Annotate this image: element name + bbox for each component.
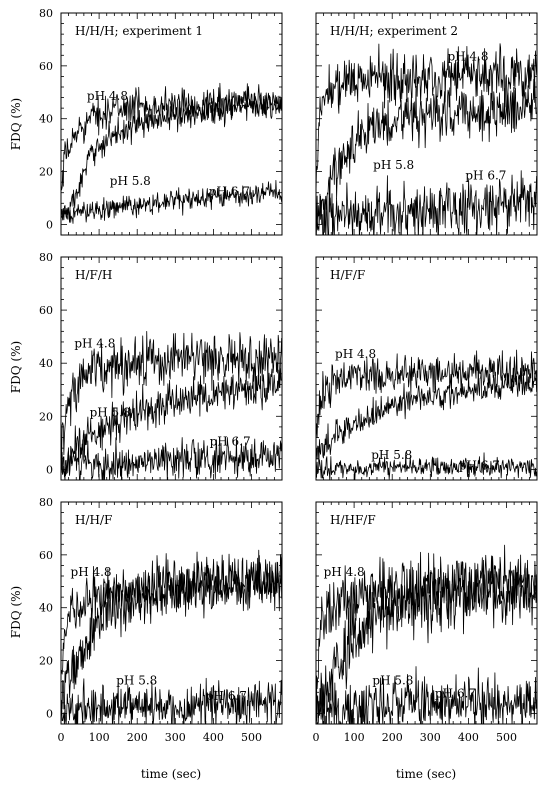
y-axis-title-row-2: FDQ (%) <box>9 341 23 393</box>
x-tick-label: 200 <box>382 731 403 744</box>
y-tick-label: 80 <box>39 7 53 20</box>
panel-3: 0 20 40 60 80 H/F/H pH 4.8 pH 5.8 pH 6.7 <box>39 251 283 481</box>
x-tick-label: 100 <box>344 731 365 744</box>
panel-title: H/HF/F <box>330 513 376 527</box>
plot-frame <box>315 12 538 236</box>
series-line-pH-5-8 <box>61 368 282 480</box>
x-tick-label: 400 <box>203 731 224 744</box>
plot-frame <box>60 256 283 481</box>
series-label: pH 4.8 <box>71 565 112 579</box>
series-line-pH-4-8 <box>316 43 537 194</box>
series-line-pH-6-7 <box>61 437 282 480</box>
panel-1: 0 20 40 60 80 H/H/H; experiment 1 pH 4.8 pH 5.8… <box>39 7 283 236</box>
series-label: pH 5.8 <box>371 448 412 462</box>
series-label: pH 4.8 <box>335 347 376 361</box>
series-line-pH-5-8 <box>316 556 537 724</box>
x-axis-title-right: time (sec) <box>396 767 456 781</box>
series-label: pH 5.8 <box>110 174 151 188</box>
series-label: pH 5.8 <box>373 158 414 172</box>
plot-frame <box>60 12 283 236</box>
x-tick-label: 400 <box>458 731 479 744</box>
plot-frame <box>315 256 538 481</box>
panel-4: H/F/F pH 4.8 pH 5.8 pH 6.7 <box>315 256 538 481</box>
y-tick-label: 60 <box>39 304 53 317</box>
series-line-pH-6-7 <box>61 180 282 224</box>
series-label: pH 6.7 <box>209 184 250 198</box>
series-label: pH 4.8 <box>447 50 488 64</box>
panel-title: H/F/H <box>75 268 112 282</box>
x-tick-label: 300 <box>165 731 186 744</box>
panel-title: H/H/H; experiment 1 <box>75 24 203 38</box>
series-label: pH 6.7 <box>206 689 247 703</box>
y-tick-label: 40 <box>39 113 53 126</box>
plot-frame <box>315 501 538 725</box>
series-label: pH 5.8 <box>116 673 157 687</box>
y-tick-label: 0 <box>46 707 53 720</box>
series-line-pH-6-7 <box>316 452 537 480</box>
y-axis-title-row-3: FDQ (%) <box>9 586 23 638</box>
y-tick-label: 40 <box>39 357 53 370</box>
series-label: pH 6.7 <box>435 687 476 701</box>
y-tick-label: 20 <box>39 166 53 179</box>
series-label: pH 5.8 <box>372 673 413 687</box>
series-label: pH 6.7 <box>459 458 500 472</box>
y-tick-label: 80 <box>39 251 53 264</box>
panel-6: 0 100 200 300 400 500 H/HF/F pH 4.8 pH 5.8 pH 6.7 <box>313 501 538 744</box>
panel-title: H/H/F <box>75 513 112 527</box>
series-label: pH 5.8 <box>90 405 131 419</box>
y-tick-label: 80 <box>39 496 53 509</box>
x-tick-label: 500 <box>496 731 517 744</box>
series-line-pH-4-8 <box>316 544 537 691</box>
panel-title: H/F/F <box>330 268 365 282</box>
x-tick-label: 300 <box>420 731 441 744</box>
y-tick-label: 60 <box>39 60 53 73</box>
series-line-pH-5-8 <box>61 549 282 718</box>
series-line-pH-4-8 <box>316 349 537 439</box>
series-label: pH 6.7 <box>465 169 506 183</box>
y-tick-label: 0 <box>46 463 53 476</box>
series-line-pH-6-7 <box>316 170 537 235</box>
series-label: pH 4.8 <box>74 336 115 350</box>
y-axis-title-row-1: FDQ (%) <box>9 98 23 150</box>
y-tick-label: 40 <box>39 602 53 615</box>
panel-title: H/H/H; experiment 2 <box>330 24 458 38</box>
x-tick-label: 100 <box>89 731 110 744</box>
x-tick-label: 0 <box>58 731 65 744</box>
series-line-pH-5-8 <box>316 370 537 467</box>
x-tick-label: 200 <box>127 731 148 744</box>
series-label: pH 6.7 <box>210 434 251 448</box>
panel-5: 0 20 40 60 80 0 100 200 300 400 500 H/H/F pH 4.8 pH 5… <box>39 496 283 744</box>
y-tick-label: 20 <box>39 410 53 423</box>
series-label: pH 4.8 <box>324 565 365 579</box>
series-line-pH-5-8 <box>61 92 282 223</box>
y-tick-label: 60 <box>39 549 53 562</box>
panel-2: H/H/H; experiment 2 pH 4.8 pH 5.8 pH 6.7 <box>315 12 538 236</box>
x-tick-label: 0 <box>313 731 320 744</box>
y-tick-label: 0 <box>46 218 53 231</box>
series-line-pH-5-8 <box>316 78 537 235</box>
y-tick-label: 20 <box>39 655 53 668</box>
series-line-pH-6-7 <box>61 677 282 724</box>
x-tick-label: 500 <box>241 731 262 744</box>
series-line-pH-4-8 <box>61 331 282 470</box>
series-label: pH 4.8 <box>87 89 128 103</box>
x-axis-title-left: time (sec) <box>141 767 201 781</box>
series-line-pH-6-7 <box>316 666 537 724</box>
